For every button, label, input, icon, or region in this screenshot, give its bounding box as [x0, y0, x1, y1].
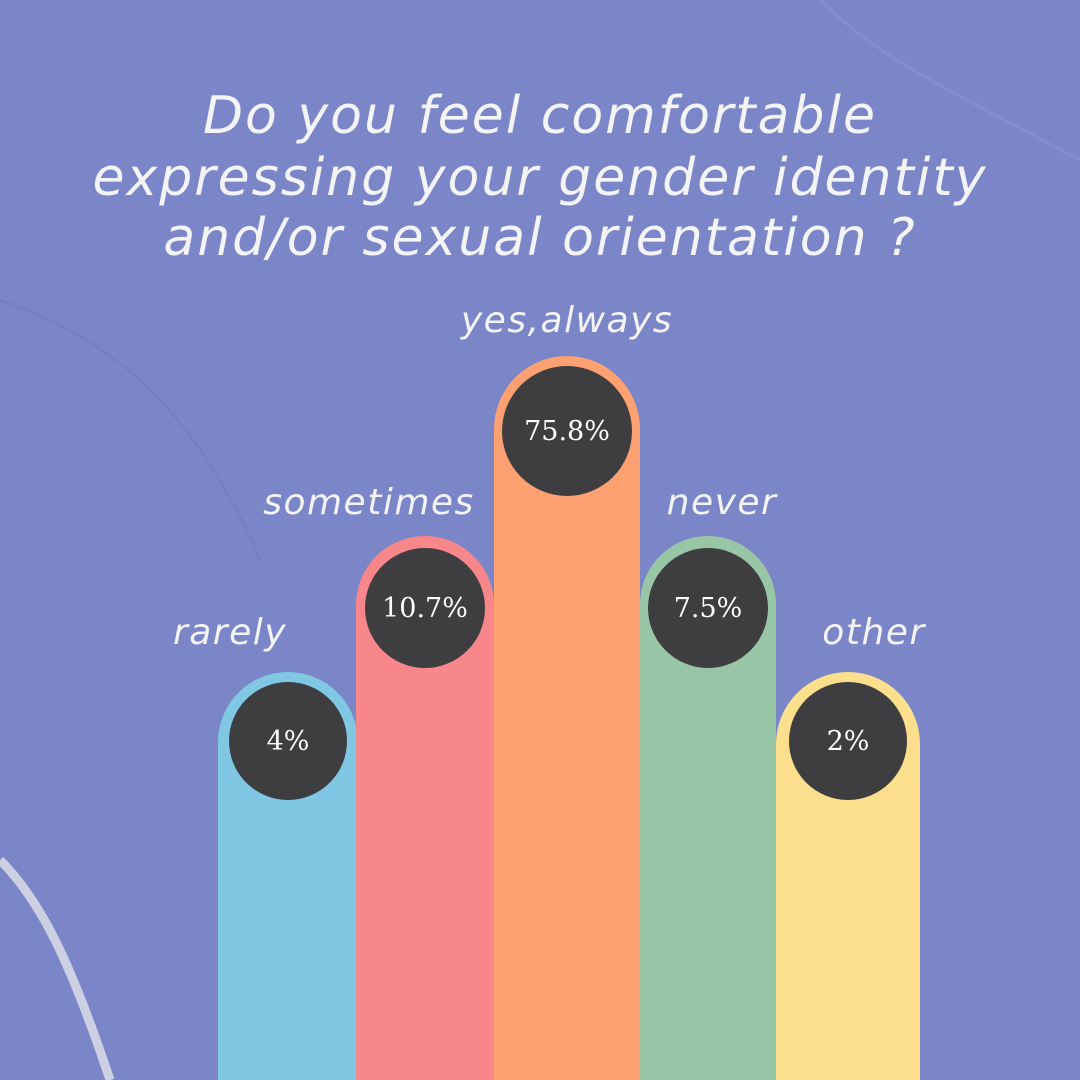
value-badge: 7.5% [648, 548, 768, 668]
category-label: never [666, 482, 778, 523]
chart-title-line-3: and/or sexual orientation ? [163, 208, 917, 268]
value-badge: 75.8% [502, 366, 632, 496]
category-label: other [822, 612, 926, 653]
chart-title-line-1: Do you feel comfortable [203, 86, 877, 146]
category-label: rarely [172, 612, 288, 653]
category-label: yes,always [460, 300, 674, 341]
value-badge: 10.7% [365, 548, 485, 668]
category-label: sometimes [263, 482, 475, 523]
chart-title-line-2: expressing your gender identity [92, 148, 988, 208]
value-badge: 4% [229, 682, 347, 800]
value-badge: 2% [789, 682, 907, 800]
